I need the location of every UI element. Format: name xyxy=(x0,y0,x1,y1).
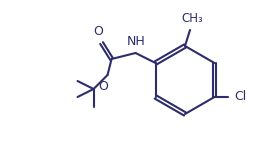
Text: CH₃: CH₃ xyxy=(181,12,203,25)
Text: O: O xyxy=(94,25,103,38)
Text: NH: NH xyxy=(127,35,146,48)
Text: Cl: Cl xyxy=(234,91,247,104)
Text: O: O xyxy=(99,80,109,93)
